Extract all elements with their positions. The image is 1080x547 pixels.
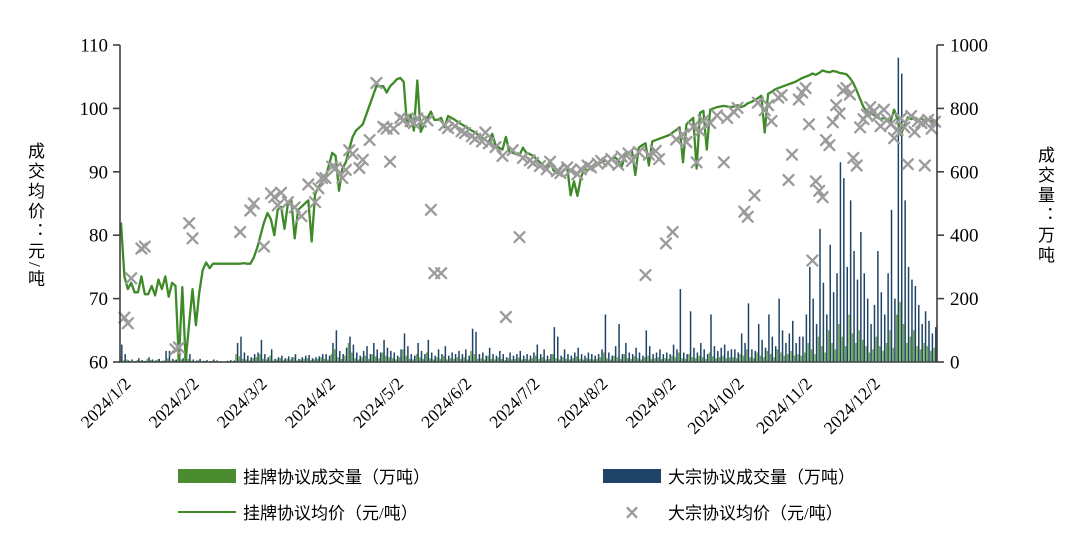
left-axis-title: 成交均价：元/吨 (25, 142, 44, 290)
svg-text:80: 80 (89, 226, 108, 247)
block-volume-bars (121, 57, 937, 363)
legend-item-listed-price: 挂牌协议均价（元/吨） (178, 499, 418, 524)
svg-text:600: 600 (950, 162, 979, 183)
svg-text:100: 100 (80, 99, 109, 120)
svg-text:2024/5/2: 2024/5/2 (349, 374, 407, 432)
svg-text:2024/7/2: 2024/7/2 (485, 374, 543, 432)
svg-text:70: 70 (89, 289, 108, 310)
legend-label-listed-volume: 挂牌协议成交量（万吨） (243, 468, 430, 487)
legend-item-block-volume: 大宗协议成交量（万吨） (603, 463, 855, 488)
block-price-scatter (118, 76, 942, 356)
svg-text:2024/12/2: 2024/12/2 (820, 374, 884, 438)
svg-text:2024/9/2: 2024/9/2 (621, 374, 679, 432)
svg-text:90: 90 (89, 162, 108, 183)
block-volume-swatch-icon (603, 468, 661, 483)
svg-text:2024/2/2: 2024/2/2 (145, 374, 203, 432)
svg-text:200: 200 (950, 289, 979, 310)
svg-text:2024/11/2: 2024/11/2 (752, 374, 816, 438)
legend-item-listed-volume: 挂牌协议成交量（万吨） (178, 463, 430, 488)
svg-text:60: 60 (89, 353, 108, 374)
legend-label-block-price: 大宗协议均价（元/吨） (668, 504, 843, 523)
listed-volume-swatch-icon (178, 468, 236, 483)
listed-volume-bars (119, 301, 935, 362)
legend-item-block-price: × 大宗协议均价（元/吨） (603, 499, 843, 524)
svg-text:2024/3/2: 2024/3/2 (213, 374, 271, 432)
svg-text:1000: 1000 (950, 36, 988, 57)
legend-label-block-volume: 大宗协议成交量（万吨） (668, 468, 855, 487)
listed-price-line-swatch-icon (178, 510, 236, 513)
svg-text:2024/10/2: 2024/10/2 (683, 374, 747, 438)
svg-text:800: 800 (950, 99, 979, 120)
x-marker-icon: × (623, 499, 641, 524)
svg-text:2024/8/2: 2024/8/2 (553, 374, 611, 432)
svg-text:110: 110 (80, 36, 108, 57)
legend-label-listed-price: 挂牌协议均价（元/吨） (243, 504, 418, 523)
right-axis-title: 成交量：万吨 (1035, 146, 1054, 266)
svg-text:400: 400 (950, 226, 979, 247)
svg-text:2024/1/2: 2024/1/2 (77, 374, 135, 432)
svg-text:2024/4/2: 2024/4/2 (281, 374, 339, 432)
svg-text:2024/6/2: 2024/6/2 (417, 374, 475, 432)
svg-text:0: 0 (950, 353, 960, 374)
